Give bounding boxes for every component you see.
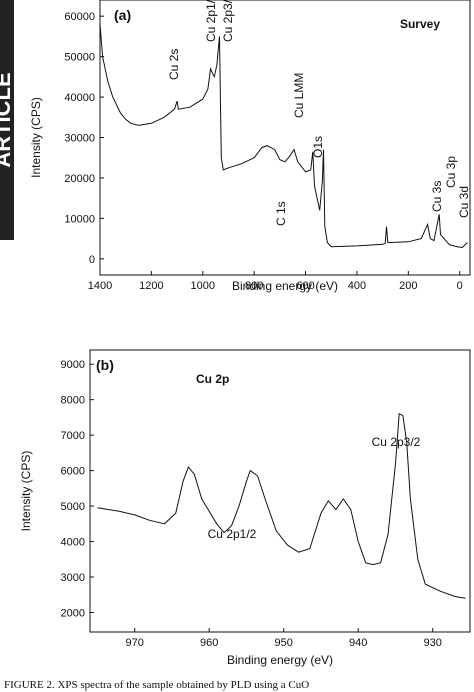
- spectrum-line: [97, 413, 466, 599]
- x-tick-label: 960: [200, 637, 218, 649]
- panel-label: (b): [96, 357, 114, 373]
- chart-title: Cu 2p: [196, 372, 229, 386]
- peak-label: C 1s: [274, 201, 288, 226]
- y-tick-label: 20000: [64, 173, 95, 185]
- y-tick-label: 0: [89, 254, 95, 266]
- peak-label: Cu 3p: [444, 156, 458, 188]
- peak-label: Cu 2p3/2: [221, 0, 235, 42]
- y-tick-label: 9000: [61, 359, 85, 371]
- plot-frame: [89, 349, 471, 633]
- x-tick-label: 200: [399, 280, 417, 292]
- y-tick-label: 60000: [64, 11, 95, 23]
- peak-label: Cu 3d: [457, 186, 471, 218]
- y-axis-label: Intensity (CPS): [29, 97, 43, 178]
- y-tick-label: 7000: [61, 430, 85, 442]
- caption: FIGURE 2. XPS spectra of the sample obta…: [4, 679, 309, 691]
- peak-label: Cu LMM: [292, 73, 306, 118]
- y-tick-label: 50000: [64, 52, 95, 64]
- side-label: ARTICLE: [0, 72, 15, 167]
- y-tick-label: 3000: [61, 572, 85, 584]
- y-tick-label: 5000: [61, 501, 85, 513]
- x-tick-label: 0: [457, 280, 463, 292]
- x-tick-label: 600: [296, 280, 314, 292]
- y-tick-label: 6000: [61, 466, 85, 478]
- y-tick-label: 30000: [64, 133, 95, 145]
- y-tick-label: 8000: [61, 395, 85, 407]
- x-tick-label: 970: [126, 637, 144, 649]
- x-tick-label: 1400: [88, 280, 112, 292]
- x-tick-label: 940: [349, 637, 367, 649]
- peak-label: Cu 2p3/2: [372, 435, 421, 449]
- peak-label: Cu 2s: [167, 49, 181, 80]
- y-tick-label: 10000: [64, 213, 95, 225]
- x-tick-label: 950: [275, 637, 293, 649]
- y-tick-label: 4000: [61, 537, 85, 549]
- x-tick-label: 1200: [139, 280, 163, 292]
- plot-frame: [99, 0, 471, 276]
- peak-label: Cu 3s: [430, 181, 444, 212]
- peak-label: Cu 2p1/2: [208, 527, 257, 541]
- peak-label: Cu 2p1/2: [204, 0, 218, 42]
- x-axis-label: Binding energy (eV): [232, 279, 338, 293]
- peak-label: O1s: [311, 136, 325, 158]
- y-axis-label: Intensity (CPS): [19, 451, 33, 532]
- x-tick-label: 930: [424, 637, 442, 649]
- y-tick-label: 40000: [64, 92, 95, 104]
- chart-title: Survey: [400, 17, 440, 31]
- x-tick-label: 1000: [191, 280, 215, 292]
- spectrum-line: [99, 24, 468, 249]
- x-axis-label: Binding energy (eV): [227, 653, 333, 667]
- x-tick-label: 400: [348, 280, 366, 292]
- panel-label: (a): [114, 7, 131, 23]
- side-bar: [0, 0, 14, 240]
- x-tick-label: 800: [245, 280, 263, 292]
- y-tick-label: 2000: [61, 607, 85, 619]
